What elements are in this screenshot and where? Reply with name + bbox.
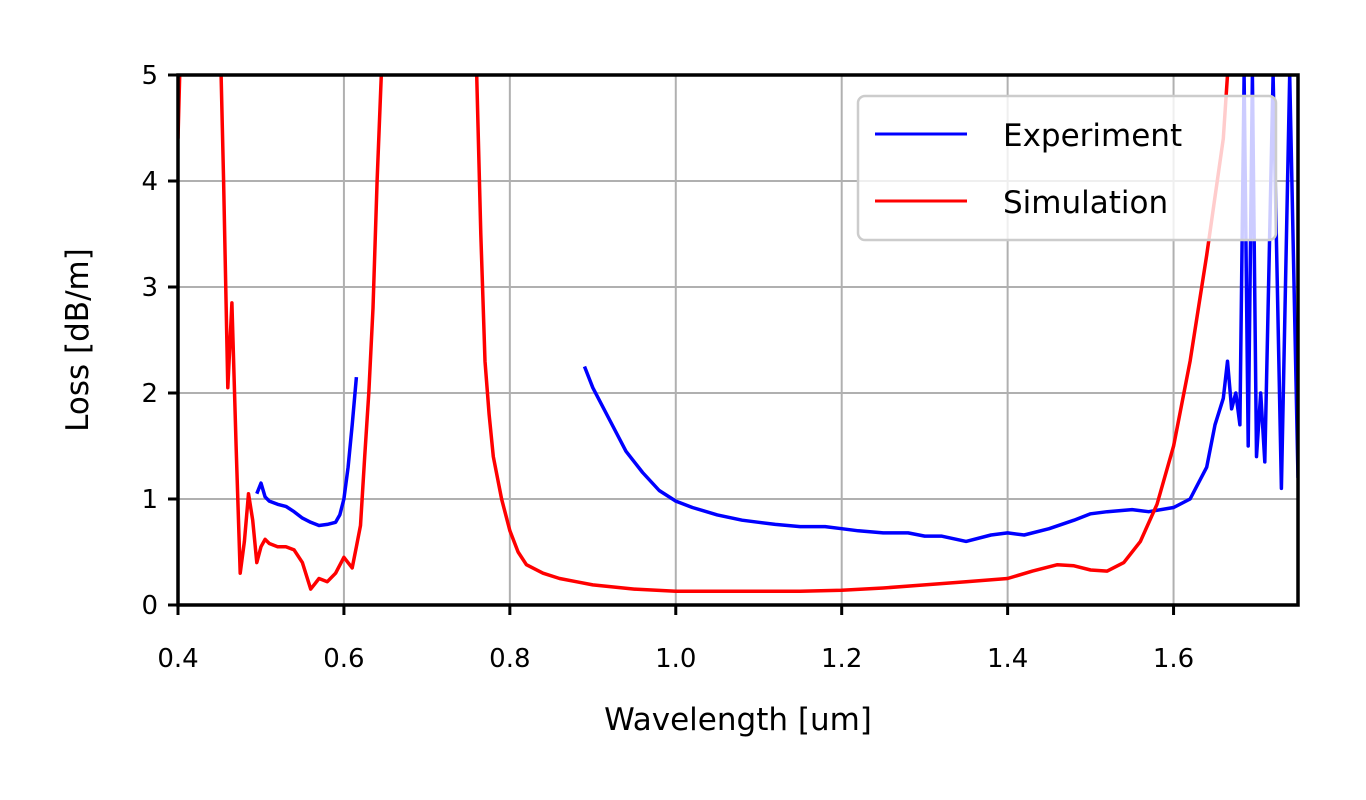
legend-experiment-label: Experiment: [1003, 118, 1182, 154]
y-tick-label: 4: [141, 167, 158, 197]
experiment-series-line: [582, 75, 1298, 544]
legend-box: [856, 94, 1278, 242]
y-tick-label: 3: [141, 273, 158, 303]
y-tick-label: 2: [141, 379, 158, 409]
simulation-series-line: [474, 75, 1230, 593]
legend: Experiment Simulation: [856, 94, 1278, 242]
y-axis-label: Loss [dB/m]: [60, 248, 96, 432]
y-axis-ticks: 0 1 2 3 4 5: [141, 61, 178, 621]
legend-simulation-label: Simulation: [1003, 185, 1168, 221]
y-tick-label: 0: [141, 591, 158, 621]
y-tick-label: 5: [141, 61, 158, 91]
x-axis-label: Wavelength [um]: [604, 702, 872, 738]
experiment-series-line: [255, 376, 359, 528]
x-tick-label: 0.6: [323, 644, 364, 674]
x-tick-label: 1.6: [1153, 644, 1194, 674]
x-axis-ticks: 0.4 0.6 0.8 1.0 1.2 1.4 1.6: [157, 605, 1194, 674]
x-tick-label: 1.4: [987, 644, 1028, 674]
simulation-series-line: [219, 75, 384, 591]
series-layer: [178, 75, 1298, 593]
x-tick-label: 1.0: [655, 644, 696, 674]
plot-frame: [176, 73, 1300, 607]
y-tick-label: 1: [141, 485, 158, 515]
x-tick-label: 1.2: [821, 644, 862, 674]
x-tick-label: 0.8: [489, 644, 530, 674]
plot-area: [178, 75, 1298, 593]
x-tick-label: 0.4: [157, 644, 198, 674]
